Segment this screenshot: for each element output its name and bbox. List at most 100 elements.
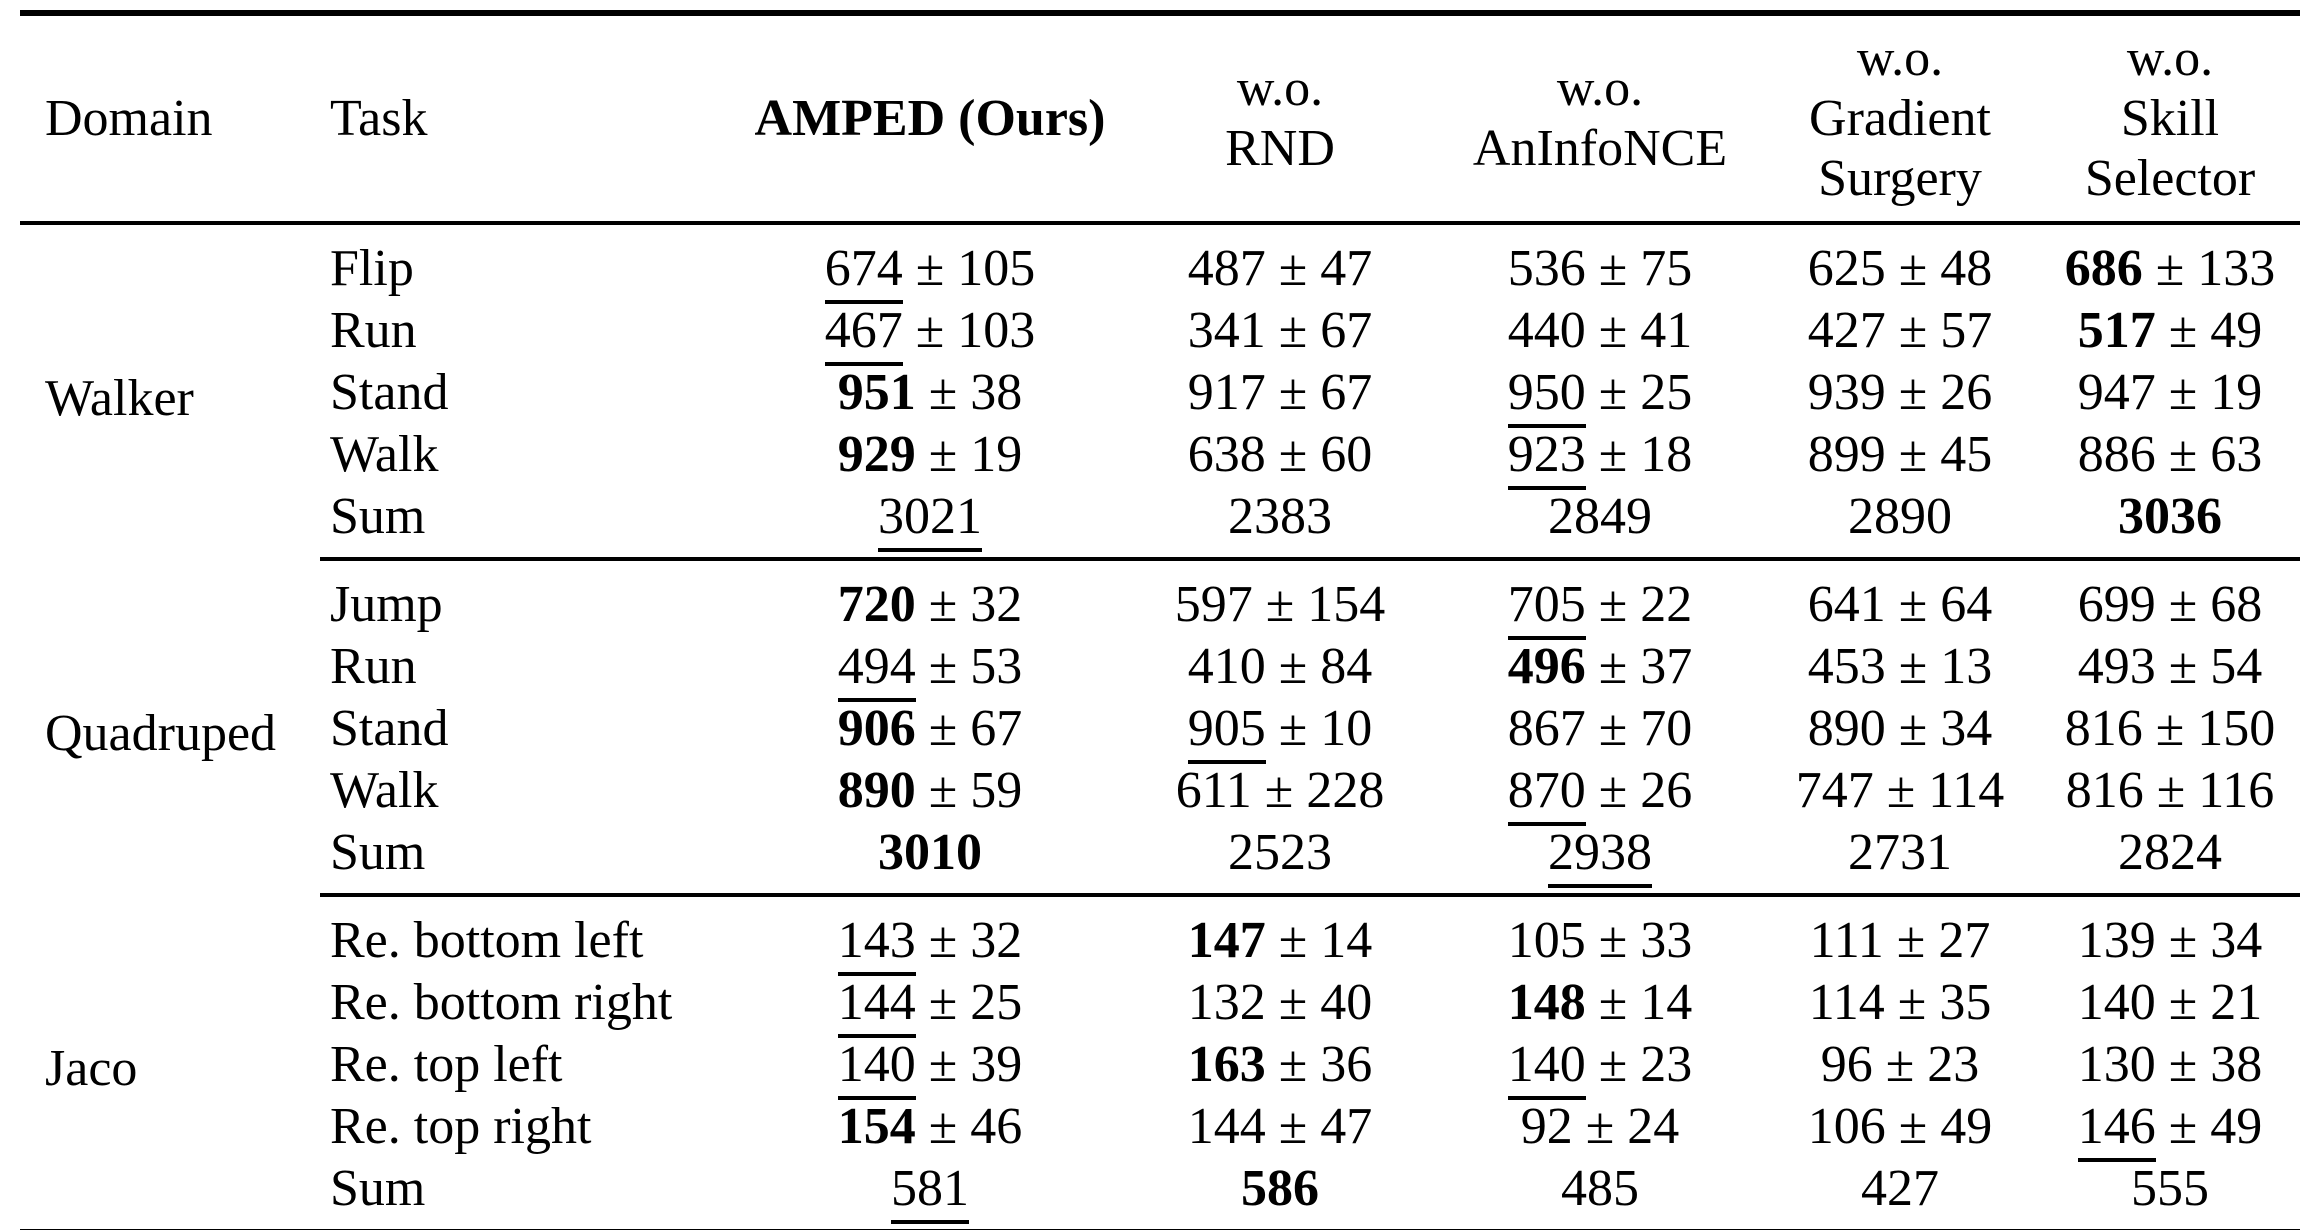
std-value: 23	[1927, 1035, 1980, 1093]
col-header-domain: Domain	[20, 13, 320, 225]
std-value: 53	[970, 637, 1023, 695]
std-value: 32	[970, 575, 1023, 633]
std-value: 47	[1320, 1097, 1373, 1155]
std-value: 25	[1640, 363, 1693, 421]
plus-minus-sign: ±	[1585, 699, 1641, 757]
plus-minus-sign: ±	[2155, 973, 2211, 1031]
sum-cell: 2849	[1440, 485, 1760, 561]
mean-value: 493	[2077, 637, 2156, 695]
value-cell: 440 ± 41	[1440, 299, 1760, 361]
value-cell: 870 ± 26	[1440, 759, 1760, 826]
table-row: Walk 929 ± 19 638 ± 60 923 ± 18 899 ± 45 886 …	[20, 423, 2300, 490]
mean-value: 899	[1807, 425, 1886, 483]
sum-cell: 586	[1120, 1157, 1440, 1230]
sum-cell: 3036	[2040, 485, 2300, 561]
mean-value: 886	[2077, 425, 2156, 483]
table-row: Walker Flip 674 ± 105 487 ± 47 536 ± 75 625 ±…	[20, 223, 2300, 427]
sum-cell: 2383	[1120, 485, 1440, 561]
sum-cell: 2938	[1440, 821, 1760, 897]
mean-value: 906	[837, 699, 916, 757]
std-value: 26	[1940, 363, 1993, 421]
group-jaco: Jaco Re. bottom left 143 ± 32 147 ± 14 105 ±…	[20, 895, 2300, 1230]
value-cell: 917 ± 67	[1120, 361, 1440, 423]
mean-value: 111	[1809, 911, 1884, 969]
mean-value: 410	[1187, 637, 1266, 695]
plus-minus-sign: ±	[1265, 1097, 1321, 1155]
value-cell: 939 ± 26	[1760, 361, 2040, 423]
domain-label: Jaco	[45, 1039, 138, 1097]
task-label: Re. bottom right	[330, 973, 673, 1031]
plus-minus-sign: ±	[1585, 239, 1641, 297]
header-line: Surgery	[1818, 149, 1982, 207]
std-value: 32	[970, 911, 1023, 969]
value-cell: 92 ± 24	[1440, 1095, 1760, 1157]
plus-minus-sign: ±	[1885, 363, 1941, 421]
mean-value: 3021	[878, 487, 982, 552]
value-cell: 410 ± 84	[1120, 635, 1440, 697]
plus-minus-sign: ±	[1585, 575, 1641, 633]
table-row: Re. bottom right 144 ± 25 132 ± 40 148 ± 14…	[20, 971, 2300, 1038]
task-label: Stand	[330, 699, 449, 757]
value-cell: 493 ± 54	[2040, 635, 2300, 697]
std-value: 19	[970, 425, 1023, 483]
value-cell: 705 ± 22	[1440, 559, 1760, 640]
plus-minus-sign: ±	[2155, 637, 2211, 695]
table-row: Run 494 ± 53 410 ± 84 496 ± 37 453 ± 13 493 ±…	[20, 635, 2300, 702]
task-label: Run	[330, 301, 417, 359]
std-value: 24	[1627, 1097, 1680, 1155]
plus-minus-sign: ±	[2155, 301, 2211, 359]
group-quadruped: Quadruped Jump 720 ± 32 597 ± 154 705 ± 22 64…	[20, 559, 2300, 897]
header-line: Gradient	[1809, 89, 1991, 147]
mean-value: 496	[1507, 637, 1586, 695]
mean-value: 705	[1507, 575, 1586, 640]
value-cell: 536 ± 75	[1440, 223, 1760, 299]
value-cell: 638 ± 60	[1120, 423, 1440, 485]
ablation-results-table: Domain Task AMPED (Ours) w.o. RND w.o. A…	[20, 10, 2300, 1230]
plus-minus-sign: ±	[1585, 425, 1641, 483]
mean-value: 453	[1807, 637, 1886, 695]
std-value: 154	[1307, 575, 1386, 633]
mean-value: 146	[2077, 1097, 2156, 1162]
value-cell: 686 ± 133	[2040, 223, 2300, 299]
std-value: 67	[1320, 301, 1373, 359]
plus-minus-sign: ±	[1885, 239, 1941, 297]
plus-minus-sign: ±	[915, 699, 971, 757]
task-label: Jump	[330, 575, 443, 633]
mean-value: 143	[837, 911, 916, 976]
value-cell: 597 ± 154	[1120, 559, 1440, 635]
std-value: 36	[1320, 1035, 1373, 1093]
mean-value: 106	[1807, 1097, 1886, 1155]
mean-value: 96	[1820, 1035, 1873, 1093]
mean-value: 536	[1507, 239, 1586, 297]
header-line: w.o.	[1236, 59, 1324, 117]
plus-minus-sign: ±	[1585, 301, 1641, 359]
task-label: Re. top right	[330, 1097, 592, 1155]
std-value: 49	[2210, 1097, 2263, 1155]
mean-value: 923	[1507, 425, 1586, 490]
mean-value: 867	[1507, 699, 1586, 757]
col-header-wo-skill-selector: w.o. Skill Selector	[2040, 13, 2300, 225]
mean-value: 951	[837, 363, 916, 421]
value-cell: 720 ± 32	[740, 559, 1120, 635]
plus-minus-sign: ±	[1885, 1097, 1941, 1155]
col-header-wo-gradient-surgery: w.o. Gradient Surgery	[1760, 13, 2040, 225]
value-cell: 148 ± 14	[1440, 971, 1760, 1033]
sum-cell: 555	[2040, 1157, 2300, 1230]
std-value: 60	[1320, 425, 1373, 483]
plus-minus-sign: ±	[1885, 637, 1941, 695]
table-row: Walk 890 ± 59 611 ± 228 870 ± 26 747 ± 114 81…	[20, 759, 2300, 826]
task-label: Sum	[330, 1159, 426, 1217]
sum-cell: 3021	[740, 485, 1120, 561]
plus-minus-sign: ±	[915, 761, 971, 819]
mean-value: 890	[1807, 699, 1886, 757]
task-label: Sum	[320, 821, 740, 897]
std-value: 23	[1640, 1035, 1693, 1093]
mean-value: 2824	[2118, 823, 2222, 881]
plus-minus-sign: ±	[1585, 911, 1641, 969]
mean-value: 939	[1807, 363, 1886, 421]
table-row: Sum 581 586 485 427 555	[20, 1157, 2300, 1230]
std-value: 228	[1306, 761, 1385, 819]
std-value: 21	[2210, 973, 2263, 1031]
value-cell: 923 ± 18	[1440, 423, 1760, 490]
table-row: Run 467 ± 103 341 ± 67 440 ± 41 427 ± 57 517 …	[20, 299, 2300, 366]
